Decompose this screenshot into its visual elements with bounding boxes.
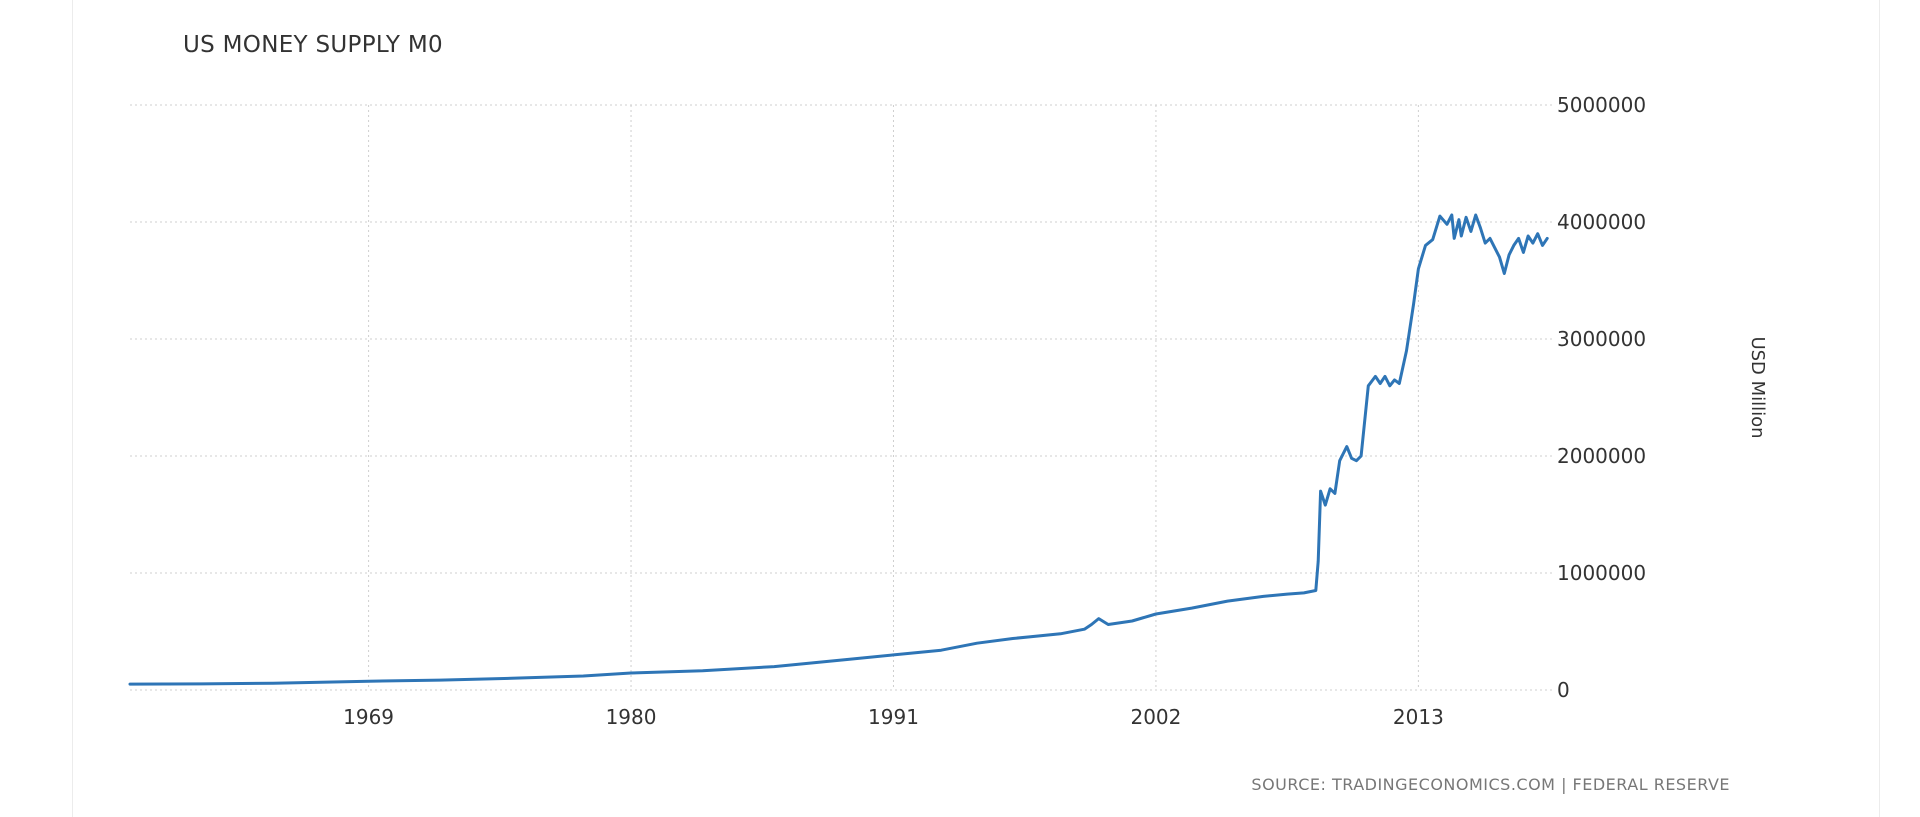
- series-line: [128, 213, 1549, 686]
- y-tick-label: 1000000: [1557, 561, 1646, 585]
- x-tick-label: 2013: [1393, 705, 1444, 729]
- x-tick-label: 1980: [606, 705, 657, 729]
- chart-title: US MONEY SUPPLY M0: [183, 32, 443, 58]
- y-tick-label: 5000000: [1557, 93, 1646, 117]
- y-axis-labels: 0 1000000 2000000 3000000 4000000 5000000: [1557, 93, 1646, 702]
- x-axis-labels: 1969 1980 1991 2002 2013: [343, 705, 1444, 729]
- grid-lines: [130, 104, 1552, 691]
- x-tick-label: 1991: [868, 705, 919, 729]
- y-axis-title: USD Million: [1747, 336, 1768, 438]
- y-tick-label: 4000000: [1557, 210, 1646, 234]
- y-tick-label: 0: [1557, 678, 1570, 702]
- y-tick-label: 3000000: [1557, 327, 1646, 351]
- source-attribution: SOURCE: TRADINGECONOMICS.COM | FEDERAL R…: [1251, 775, 1730, 794]
- series-layer: [128, 213, 1549, 686]
- x-tick-label: 2002: [1130, 705, 1181, 729]
- x-tick-label: 1969: [343, 705, 394, 729]
- y-tick-label: 2000000: [1557, 444, 1646, 468]
